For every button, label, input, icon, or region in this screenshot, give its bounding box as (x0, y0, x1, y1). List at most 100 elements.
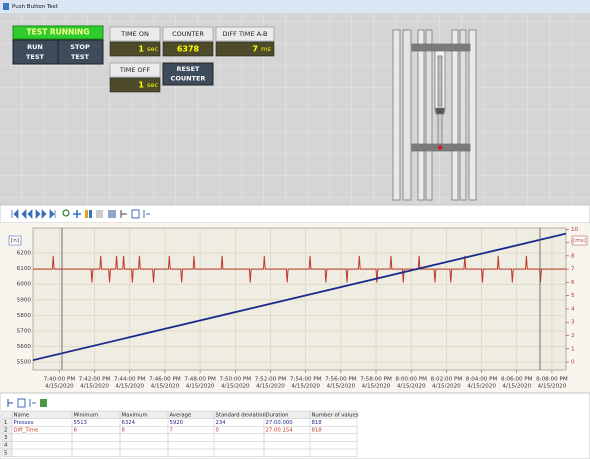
x-tick-label: 7:56:00 PM (325, 377, 357, 383)
table-header: Maximum (122, 412, 148, 418)
chart: 5500 5600 5700 5800 5900 6000 6100 6200 0 1 2 3 4 5 6 7… (8, 227, 588, 390)
series-line (33, 232, 566, 362)
title-bar (0, 0, 590, 13)
x-tick-label: 8:00:00 PM (395, 377, 427, 383)
x-tick-sublabel: 4/15/2020 (115, 384, 144, 390)
table-cell: 27:00.154 (266, 428, 294, 434)
x-tick-sublabel: 4/15/2020 (397, 384, 426, 390)
x-tick-label: 7:44:00 PM (114, 377, 146, 383)
indicator-value: 7 (252, 45, 258, 54)
indicator-value: 6378 (177, 45, 200, 54)
indicator-value: 1 (138, 81, 144, 90)
table-cell: 6324 (122, 420, 136, 426)
y-tick-label: 5800 (17, 313, 32, 319)
table-header: Standard deviation (216, 412, 266, 418)
indicator-value-box (109, 77, 161, 93)
x-tick-label: 7:40:00 PM (44, 377, 76, 383)
row-number: 3 (4, 435, 7, 441)
app-icon (3, 3, 9, 10)
table-header: Number of values (312, 412, 359, 418)
status-indicator (12, 25, 104, 40)
row-number: 5 (4, 450, 7, 456)
indicator-unit: sec (147, 81, 158, 89)
x-tick-sublabel: 4/15/2020 (502, 384, 531, 390)
indicator-value-box (162, 41, 214, 57)
y-axis-label-box (8, 235, 22, 246)
table-header: Minimum (74, 412, 99, 418)
indicator-unit: sec (147, 45, 158, 53)
y-axis-label: [n] (11, 238, 19, 244)
table-cell: Diff_Time (14, 428, 39, 434)
indicator-label: TIME ON (120, 30, 149, 38)
x-tick-label: 7:42:00 PM (79, 377, 111, 383)
window-title: Push Button Test (12, 4, 59, 10)
y-tick-label: 5700 (17, 328, 32, 334)
y2-tick-label: 5 (571, 293, 575, 299)
table-cell: 234 (216, 420, 227, 426)
table-cell: 8 (122, 428, 126, 434)
button-text: STOP (70, 43, 90, 51)
table-header-bg (2, 411, 357, 419)
y2-tick-label: 7 (571, 267, 575, 273)
y2-tick-label: 0 (571, 360, 575, 366)
x-tick-sublabel: 4/15/2020 (538, 384, 567, 390)
x-tick-sublabel: 4/15/2020 (221, 384, 250, 390)
table-cell: 818 (312, 428, 323, 434)
x-tick-label: 7:54:00 PM (290, 377, 322, 383)
x-tick-sublabel: 4/15/2020 (467, 384, 496, 390)
reset-button[interactable] (162, 62, 214, 86)
indicator-label: TIME OFF (119, 66, 151, 74)
indicator-value: 1 (138, 45, 144, 54)
x-tick-label: 7:50:00 PM (220, 377, 252, 383)
table-cell: 5920 (170, 420, 184, 426)
y-tick-label: 6000 (17, 282, 32, 288)
y-tick-label: 6200 (17, 250, 32, 256)
table-cell: 0 (216, 428, 220, 434)
y2-axis-label: [ms] (573, 238, 586, 244)
machine-drawing (392, 29, 477, 201)
button-text: RESET (176, 65, 200, 73)
indicator-unit: ms (261, 45, 271, 53)
button-text: RUN (27, 43, 43, 51)
x-tick-label: 7:58:00 PM (360, 377, 392, 383)
status-text: TEST RUNNING (26, 28, 89, 37)
y-tick-label: 5500 (17, 360, 32, 366)
series-line (33, 255, 566, 283)
x-tick-label: 8:06:00 PM (501, 377, 533, 383)
button-text: COUNTER (171, 75, 206, 83)
statistics-table: Name Minimum Maximum Average Standard deviat… (1, 410, 359, 457)
x-tick-sublabel: 4/15/2020 (186, 384, 215, 390)
table-toolbar-icons[interactable] (7, 398, 47, 408)
indicator-label-box (215, 26, 275, 42)
indicator-label-box (109, 26, 161, 42)
x-tick-label: 8:04:00 PM (466, 377, 498, 383)
run-button[interactable] (12, 39, 59, 65)
table-cell: 5513 (74, 420, 87, 426)
indicator-value-box (215, 41, 275, 57)
x-tick-sublabel: 4/15/2020 (432, 384, 461, 390)
x-tick-label: 7:46:00 PM (149, 377, 181, 383)
table-header: Average (170, 412, 192, 418)
toolbar-icons[interactable] (11, 209, 150, 219)
stop-button[interactable] (57, 39, 104, 65)
x-tick-sublabel: 4/15/2020 (80, 384, 109, 390)
y2-tick-label: 3 (571, 320, 575, 326)
y2-axis-label-box (571, 235, 588, 246)
y2-tick-label: 6 (571, 280, 575, 286)
x-tick-sublabel: 4/15/2020 (291, 384, 320, 390)
table-header: Duration (266, 412, 289, 418)
table-cell: 27:00.000 (266, 420, 294, 426)
row-number-bg (2, 418, 12, 457)
x-tick-sublabel: 4/15/2020 (151, 384, 180, 390)
indicator-label: COUNTER (172, 30, 204, 38)
row-number: 4 (4, 443, 8, 449)
row-number: 1 (4, 420, 7, 426)
indicator-value-box (109, 41, 161, 57)
x-tick-label: 7:48:00 PM (184, 377, 216, 383)
row-number: 2 (4, 428, 7, 434)
x-tick-label: 7:52:00 PM (255, 377, 287, 383)
y-tick-label: 6100 (17, 266, 32, 272)
x-tick-sublabel: 4/15/2020 (256, 384, 285, 390)
y2-tick-label: 10 (571, 227, 579, 233)
